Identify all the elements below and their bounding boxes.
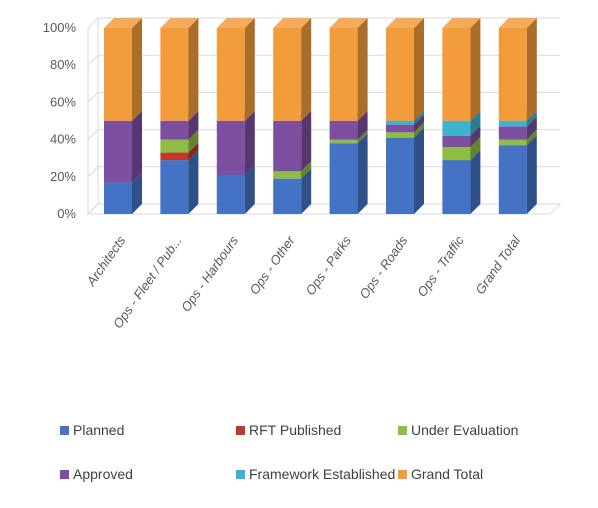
legend: Planned RFT Published Under Evaluation Appr… <box>60 418 580 498</box>
x-category-label: Ops - Parks <box>302 233 354 298</box>
x-category-label: Ops - Other <box>246 233 298 298</box>
x-category-label: Ops - Roads <box>356 233 410 302</box>
x-category-label: Ops - Harbours <box>178 233 242 315</box>
y-tick-label: 60% <box>50 94 76 109</box>
bar-segment <box>329 18 368 121</box>
x-category-label: Grand Total <box>472 232 524 297</box>
legend-label: Planned <box>73 422 125 438</box>
gridline <box>87 166 560 178</box>
gridline <box>87 17 560 29</box>
legend-item: Approved <box>60 466 133 482</box>
bar-segment <box>104 18 142 121</box>
floor <box>86 203 562 215</box>
legend-label: RFT Published <box>249 422 342 438</box>
legend-label: Approved <box>73 466 133 482</box>
y-tick-label: 0% <box>57 206 76 221</box>
legend-swatch <box>236 469 245 479</box>
legend-swatch <box>60 425 69 435</box>
bar-segment <box>216 18 255 121</box>
bar-segment <box>160 150 199 214</box>
gridline <box>87 203 560 215</box>
side-wall <box>87 18 99 216</box>
legend-swatch <box>398 469 407 479</box>
bar-segment <box>386 18 424 121</box>
y-tick-label: 40% <box>50 132 76 147</box>
legend-swatch <box>398 425 407 435</box>
bar-segment <box>442 18 481 121</box>
x-category-label: Ops - Traffic <box>414 233 467 300</box>
y-tick-label: 100% <box>43 20 77 35</box>
bar-segment <box>386 127 424 214</box>
gridlines <box>86 17 562 216</box>
gridline <box>87 54 560 66</box>
legend-item: Planned <box>60 422 124 438</box>
bar-segment <box>104 111 142 183</box>
legend-item: Framework Established <box>236 466 395 482</box>
bars <box>104 18 537 214</box>
legend-label: Framework Established <box>249 466 396 482</box>
legend-swatch <box>236 425 245 435</box>
y-tick-label: 80% <box>50 57 76 72</box>
gridline <box>87 91 560 103</box>
y-axis-tick-labels: 0% 20% 40% 60% 80% 100% <box>43 20 77 221</box>
legend-item: Grand Total <box>398 466 483 482</box>
bar-segment <box>273 18 312 121</box>
x-category-label: Architects <box>83 233 129 290</box>
legend-swatch <box>60 469 69 479</box>
bar-segment <box>329 133 368 214</box>
gridline <box>87 129 560 140</box>
legend-item: RFT Published <box>236 422 341 438</box>
legend-item: Under Evaluation <box>398 422 518 438</box>
bar-segment <box>498 135 537 214</box>
y-tick-label: 20% <box>50 169 76 184</box>
bar-segment <box>498 18 537 121</box>
bar-segment <box>273 168 312 214</box>
bar-segment <box>160 18 199 121</box>
legend-label: Under Evaluation <box>411 422 519 438</box>
legend-label: Grand Total <box>411 466 484 482</box>
